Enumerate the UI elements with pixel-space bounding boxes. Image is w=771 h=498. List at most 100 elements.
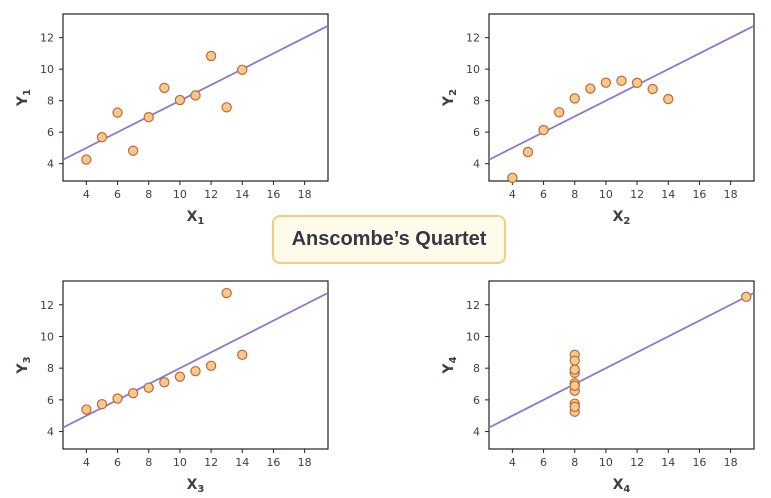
chart-title: Anscombe’s Quartet: [272, 215, 506, 264]
x-tick-label: 16: [692, 456, 706, 469]
y-tick-label: 4: [473, 426, 480, 439]
x-tick-label: 14: [235, 188, 249, 201]
y-tick-label: 8: [47, 362, 54, 375]
y-tick-label: 8: [473, 362, 480, 375]
x-tick-label: 18: [298, 456, 312, 469]
x-axis-label: X1: [187, 209, 205, 227]
y-tick-label: 12: [40, 299, 54, 312]
plot-frame: [62, 280, 329, 450]
data-point: [127, 145, 139, 156]
data-point: [569, 355, 580, 366]
data-point: [237, 349, 248, 361]
x-tick-label: 4: [509, 456, 516, 469]
x-tick-label: 12: [630, 456, 644, 469]
data-point: [81, 404, 92, 415]
x-tick-label: 14: [661, 456, 675, 469]
data-point: [663, 93, 674, 105]
data-point: [647, 83, 658, 95]
x-tick-label: 8: [145, 188, 152, 201]
x-tick-label: 4: [83, 456, 90, 469]
x-axis-label: X2: [613, 209, 631, 227]
x-tick-label: 18: [298, 188, 312, 201]
x-tick-label: 18: [724, 456, 738, 469]
data-point: [127, 388, 139, 399]
data-point: [96, 132, 108, 143]
x-tick-label: 8: [145, 456, 152, 469]
x-tick-label: 16: [266, 188, 280, 201]
x-axis-label: X4: [613, 477, 631, 495]
y-tick-label: 6: [47, 126, 54, 139]
plot-frame: [488, 280, 755, 450]
scatter-panel-4: 4 6 8 10 12 14 16 18 4 6 8 10 12 X4 Y4: [441, 280, 755, 495]
y-tick-label: 4: [473, 158, 480, 171]
x-tick-label: 10: [173, 188, 187, 201]
data-point: [221, 287, 232, 299]
x-tick-label: 4: [509, 188, 516, 201]
y-tick-label: 10: [466, 330, 480, 343]
data-point: [159, 377, 170, 388]
data-point: [96, 398, 108, 410]
x-tick-label: 6: [114, 188, 121, 201]
data-point: [741, 291, 752, 303]
x-tick-label: 6: [114, 456, 121, 469]
x-tick-label: 16: [692, 188, 706, 201]
data-point: [585, 83, 596, 94]
regression-line: [63, 292, 328, 429]
data-point: [159, 82, 170, 94]
y-tick-label: 12: [466, 32, 480, 45]
y-axis-label: Y4: [441, 356, 459, 374]
data-point: [174, 371, 186, 382]
data-point: [538, 124, 549, 136]
data-point: [190, 90, 201, 101]
x-tick-label: 8: [571, 188, 578, 201]
plot-frame: [488, 13, 755, 182]
y-tick-label: 8: [47, 95, 54, 108]
data-point: [569, 93, 580, 104]
x-tick-label: 10: [599, 456, 613, 469]
plot-frame: [62, 13, 329, 182]
data-point: [616, 75, 627, 87]
data-point: [600, 77, 612, 88]
data-point: [143, 382, 154, 393]
x-tick-label: 16: [266, 456, 280, 469]
y-tick-label: 10: [466, 63, 480, 76]
y-axis-label: Y1: [15, 89, 33, 107]
data-point: [190, 365, 201, 377]
scatter-panel-3: 4 6 8 10 12 14 16 18 4 6 8 10 12 X3 Y3: [15, 280, 329, 495]
x-tick-label: 14: [235, 456, 249, 469]
x-tick-label: 14: [661, 188, 675, 201]
data-point: [112, 393, 123, 404]
x-tick-label: 12: [204, 456, 218, 469]
data-point: [221, 102, 232, 113]
y-tick-label: 12: [466, 299, 480, 312]
y-tick-label: 6: [473, 126, 480, 139]
x-tick-label: 12: [630, 188, 644, 201]
x-axis-label: X3: [187, 477, 205, 495]
data-point: [205, 360, 217, 371]
data-point: [81, 154, 92, 165]
data-point: [237, 64, 248, 75]
y-tick-label: 12: [40, 32, 54, 45]
data-point: [553, 107, 565, 118]
scatter-panel-1: 4 6 8 10 12 14 16 18 4 6 8 10 12 X1 Y1: [15, 13, 329, 227]
scatter-panel-2: 4 6 8 10 12 14 16 18 4 6 8 10 12 X2 Y2: [441, 13, 755, 227]
y-tick-label: 10: [40, 63, 54, 76]
y-tick-label: 6: [47, 394, 54, 407]
data-point: [569, 364, 580, 375]
x-tick-label: 10: [173, 456, 187, 469]
data-point: [507, 172, 518, 184]
regression-line: [489, 292, 754, 429]
data-point: [522, 146, 534, 158]
y-tick-label: 10: [40, 330, 54, 343]
x-tick-label: 8: [571, 456, 578, 469]
data-point: [174, 94, 186, 106]
x-tick-label: 18: [724, 188, 738, 201]
x-tick-label: 4: [83, 188, 90, 201]
y-tick-label: 6: [473, 394, 480, 407]
data-point: [143, 111, 154, 123]
x-tick-label: 6: [540, 456, 547, 469]
x-tick-label: 12: [204, 188, 218, 201]
y-axis-label: Y3: [15, 356, 33, 374]
y-tick-label: 4: [47, 426, 54, 439]
